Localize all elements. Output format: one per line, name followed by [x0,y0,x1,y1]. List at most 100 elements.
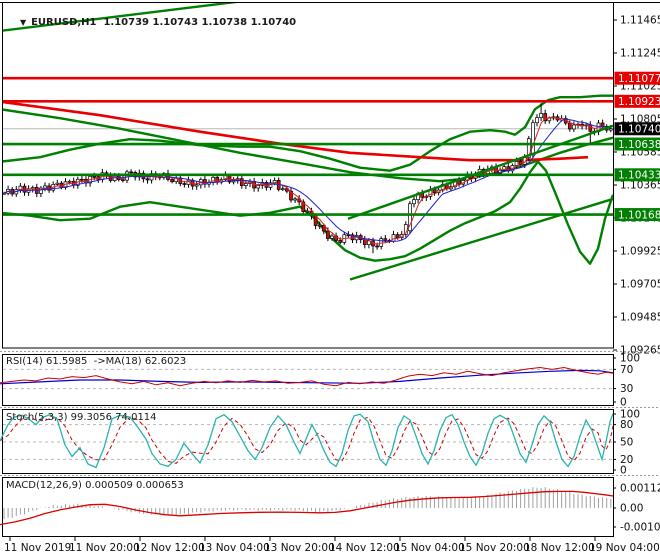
current-price-badge [614,122,660,136]
candle-body [317,224,322,227]
resistance-badge-text: 1.11077 [618,73,660,85]
quote-open: 1.10739 [103,17,150,28]
time-axis-label[interactable]: 15 Nov 20:00 [459,542,530,554]
candle-body [55,182,60,185]
price-axis-label: 1.09485 [620,312,660,324]
chart-title: ▼ EURUSD,H1 1.10739 1.10743 1.10738 1.107… [6,5,296,41]
candle-body [18,185,23,190]
candle-body [182,183,187,185]
support-badge-text: 1.10433 [618,170,660,182]
symbol-period-label: EURUSD,H1 [31,17,97,28]
candle-body [321,224,326,232]
candle-body [203,179,207,185]
support-badge [614,137,660,151]
candle-body [170,179,174,183]
candle-body [375,245,379,248]
rsi-line [0,366,614,387]
candle-body [526,138,531,159]
time-axis-label[interactable]: 12 Nov 12:00 [134,542,205,554]
current-price-badge-text: 1.10740 [618,124,660,136]
candle-body [145,178,150,181]
price-axis-label: 1.10365 [620,180,660,192]
main-chart-layer [3,3,613,281]
price-axis-label: 1.09265 [620,345,660,357]
indicator-axis-label: 30 [620,383,633,395]
candle-body [600,122,605,127]
trendline [347,124,613,220]
bollinger-upper-band [3,94,613,172]
candle-body [502,166,507,171]
bollinger-lower-band [3,160,613,265]
candle-body [43,185,47,189]
candle-body [92,176,97,178]
macd-indicator-label: MACD(12,26,9) 0.000509 0.000653 [6,480,184,491]
indicator-axis-label: 0.00 [620,503,643,515]
slow-ma-green [3,108,613,183]
candle-body [412,199,416,205]
indicator-axis-label: 50 [620,437,633,449]
time-axis-label[interactable]: 14 Nov 12:00 [329,542,400,554]
time-axis-label[interactable]: 13 Nov 20:00 [264,542,335,554]
candle-body [80,178,84,181]
candle-body [305,210,310,213]
slow-ma-red [3,100,589,162]
resistance-badge [614,94,660,108]
stoch-panel-border [2,409,614,474]
candle-body [289,190,293,201]
stochastic-indicator-label: Stoch(5,3,3) 99.3056 74.0114 [6,412,157,423]
resistance-badge-text: 1.10923 [618,96,660,108]
time-axis-label[interactable]: 18 Nov 12:00 [524,542,595,554]
support-badge-text: 1.10168 [618,209,660,221]
price-axis-label: 1.11245 [620,48,660,60]
candle-body [67,180,72,183]
candle-body [383,238,388,241]
candle-body [395,234,400,239]
candle-body [3,192,6,195]
time-axis-label[interactable]: 19 Nov 04:00 [589,542,660,554]
stoch-k-line [0,413,614,469]
trendline [3,3,238,32]
rsi-panel-border [2,354,614,406]
candle-body [194,184,199,187]
time-axis-label[interactable]: 13 Nov 04:00 [199,542,270,554]
rsi-indicator-label: RSI(14) 61.5985 ->MA(18) 62.6023 [6,356,187,367]
candle-body [608,128,613,131]
time-axis-label[interactable]: 15 Nov 04:00 [394,542,465,554]
trendline [349,197,613,281]
candle-body [543,113,548,122]
candles-layer [3,103,613,254]
indicator-axis-label: 70 [620,364,633,376]
candle-body [280,188,285,191]
candle-body [330,235,334,239]
candle-body [256,185,261,189]
indicator-axis-label: 20 [620,454,633,466]
candle-body [338,240,343,243]
candle-body [129,171,133,174]
candle-body [121,179,125,181]
price-axis-label: 1.11465 [620,15,660,27]
time-axis-label[interactable]: 11 Nov 2019 [4,542,71,554]
time-axis-label[interactable]: 11 Nov 20:00 [69,542,140,554]
fast-ma-blue [3,118,611,243]
indicator-axis-label: 0.001125 [620,483,660,495]
macd-panel-border [2,477,614,537]
resistance-badge [614,71,660,85]
support-badge [614,168,660,182]
candle-body [547,117,552,122]
price-axis-label: 1.09705 [620,279,660,291]
candle-body [39,187,43,194]
indicator-axis-label: 80 [620,419,633,431]
indicator-axis-label: 100 [620,353,640,365]
macd-histogram [3,487,612,520]
candle-body [539,113,543,118]
symbol-dropdown-icon[interactable]: ▼ [19,18,27,27]
candle-body [408,203,412,232]
candle-body [518,161,523,165]
macd-signal-line [0,490,614,526]
candle-body [535,117,539,124]
candle-body [391,234,396,242]
candle-body [231,180,236,183]
candle-body [367,240,371,245]
candle-body [326,230,330,239]
